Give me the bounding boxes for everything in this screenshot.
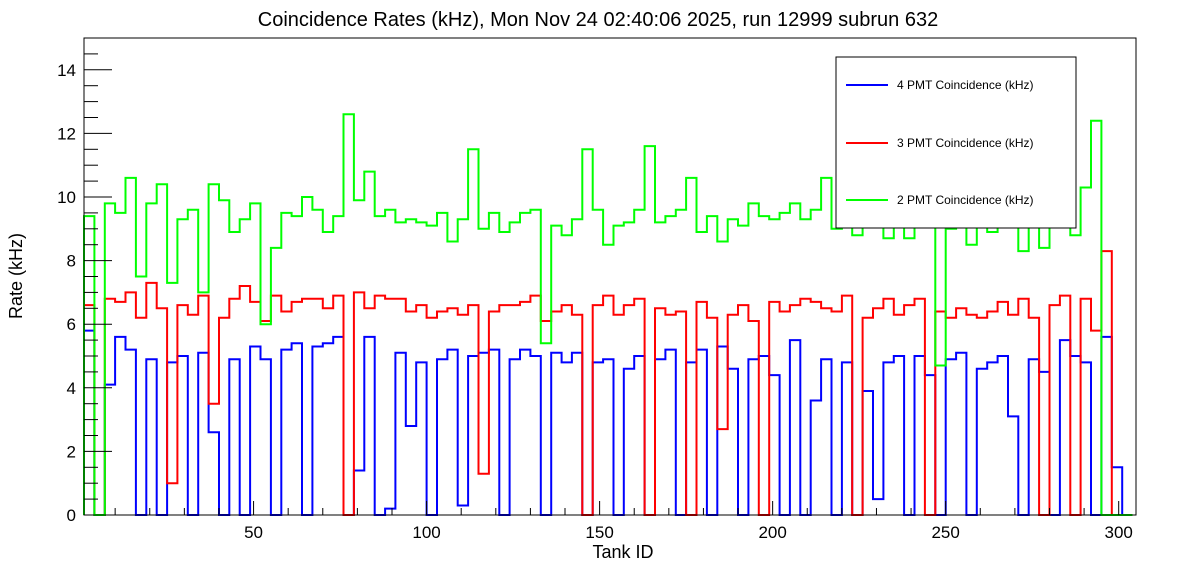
chart-title: Coincidence Rates (kHz), Mon Nov 24 02:4… (258, 9, 938, 31)
x-axis-label: Tank ID (592, 542, 653, 562)
legend-label-4pmt: 4 PMT Coincidence (kHz) (897, 78, 1034, 92)
legend-label-2pmt: 2 PMT Coincidence (kHz) (897, 193, 1034, 207)
y-tick-label: 14 (57, 61, 76, 80)
legend-label-3pmt: 3 PMT Coincidence (kHz) (897, 136, 1034, 150)
y-tick-label: 2 (67, 442, 76, 461)
series-line-2 (83, 250, 1133, 516)
y-axis-label: Rate (kHz) (6, 233, 26, 319)
axes-layer: 0 2 4 6 8 10 12 14 50 100 150 200 250 300 (57, 37, 1133, 542)
x-tick-label: 100 (412, 523, 440, 542)
legend: 4 PMT Coincidence (kHz) 3 PMT Coincidenc… (835, 56, 1077, 229)
y-tick-label: 6 (67, 315, 76, 334)
series-line-3 (83, 113, 1133, 516)
y-tick-label: 8 (67, 252, 76, 271)
y-tick-label: 10 (57, 188, 76, 207)
x-tick-label: 250 (931, 523, 959, 542)
y-tick-label: 0 (67, 506, 76, 525)
y-tick-label: 4 (67, 379, 76, 398)
series-layer (83, 113, 1133, 516)
x-tick-label: 300 (1105, 523, 1133, 542)
x-tick-label: 150 (585, 523, 613, 542)
x-tick-label: 200 (758, 523, 786, 542)
y-tick-label: 12 (57, 124, 76, 143)
x-tick-label: 50 (244, 523, 263, 542)
series-line-1 (83, 329, 1133, 516)
